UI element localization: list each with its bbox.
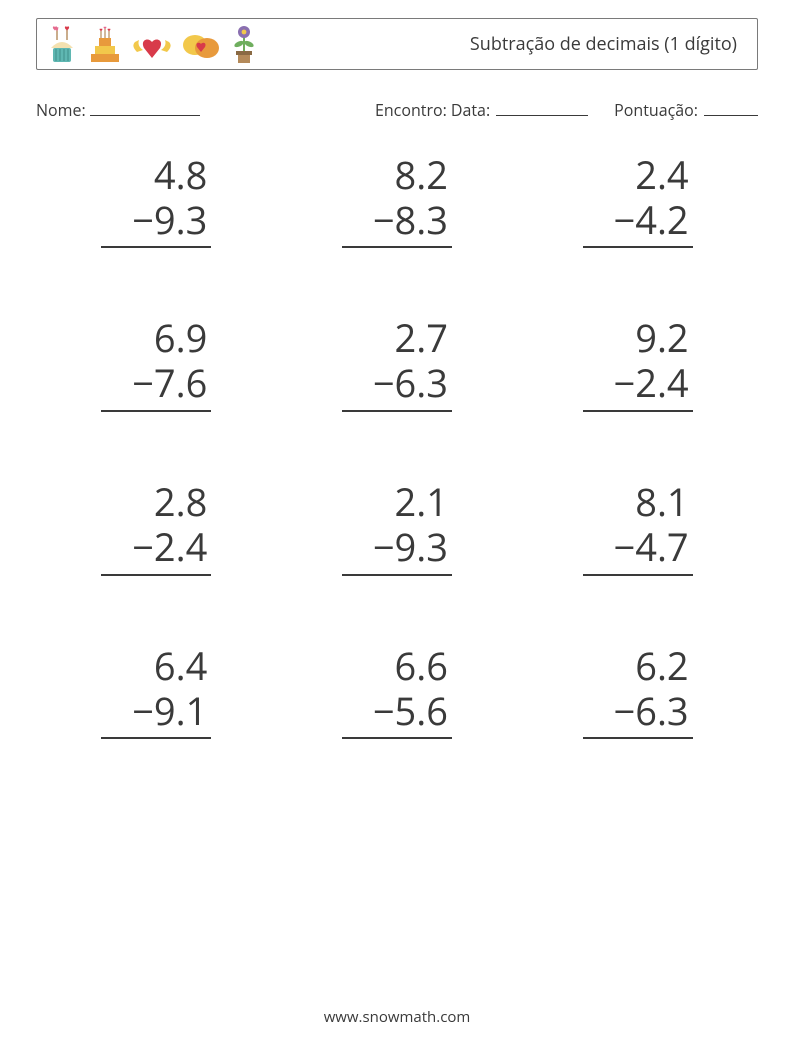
problem: 2.8−2.4	[46, 480, 267, 576]
worksheet-page: Subtração de decimais (1 dígito) Nome: E…	[0, 0, 794, 1053]
minuend: 6.4	[101, 644, 211, 689]
minus-sign: −	[132, 198, 154, 243]
subtrahend: 7.6	[154, 357, 207, 409]
problem: 8.2−8.3	[287, 153, 508, 249]
name-field: Nome:	[36, 98, 200, 121]
minus-sign: −	[373, 198, 395, 243]
minus-sign: −	[613, 361, 635, 406]
problem: 8.1−4.7	[527, 480, 748, 576]
date-blank[interactable]	[496, 98, 588, 116]
subtrahend: 8.3	[395, 194, 448, 246]
problem: 6.2−6.3	[527, 644, 748, 740]
score-label: Pontuação:	[614, 99, 698, 121]
speech-heart-icon	[181, 30, 221, 64]
subtrahend: 5.6	[395, 685, 448, 737]
footer-url: www.snowmath.com	[0, 1007, 794, 1027]
subtrahend: 4.7	[635, 521, 688, 573]
minus-sign: −	[132, 361, 154, 406]
meta-row: Nome: Encontro: Data: Pontuação:	[36, 98, 758, 121]
header-box: Subtração de decimais (1 dígito)	[36, 18, 758, 70]
subtrahend: 2.4	[635, 357, 688, 409]
cake-hearts-icon	[87, 24, 123, 64]
minus-sign: −	[373, 689, 395, 734]
minus-sign: −	[613, 525, 635, 570]
minuend: 2.4	[583, 153, 693, 198]
minuend: 9.2	[583, 316, 693, 361]
minuend: 4.8	[101, 153, 211, 198]
minus-sign: −	[613, 198, 635, 243]
worksheet-title: Subtração de decimais (1 dígito)	[470, 32, 745, 56]
subtrahend: 6.3	[635, 685, 688, 737]
minuend: 8.1	[583, 480, 693, 525]
problem: 2.1−9.3	[287, 480, 508, 576]
minuend: 8.2	[342, 153, 452, 198]
problems-grid: 4.8−9.3 8.2−8.3 2.4−4.2 6.9−7.6 2.7−6.3 …	[36, 153, 758, 740]
minuend: 2.8	[101, 480, 211, 525]
problem: 4.8−9.3	[46, 153, 267, 249]
name-label: Nome:	[36, 99, 86, 121]
minuend: 6.2	[583, 644, 693, 689]
minus-sign: −	[132, 689, 154, 734]
problem: 2.7−6.3	[287, 316, 508, 412]
subtrahend: 2.4	[154, 521, 207, 573]
subtrahend: 9.3	[154, 194, 207, 246]
problem: 2.4−4.2	[527, 153, 748, 249]
subtrahend: 4.2	[635, 194, 688, 246]
date-label: Data:	[451, 99, 490, 121]
problem: 6.9−7.6	[46, 316, 267, 412]
winged-heart-icon	[131, 32, 173, 64]
minuend: 6.6	[342, 644, 452, 689]
encounter-label: Encontro:	[375, 99, 447, 121]
minuend: 2.1	[342, 480, 452, 525]
name-blank[interactable]	[90, 98, 200, 116]
problem: 6.6−5.6	[287, 644, 508, 740]
minus-sign: −	[132, 525, 154, 570]
flower-pot-icon	[229, 24, 259, 64]
minuend: 6.9	[101, 316, 211, 361]
subtrahend: 6.3	[395, 357, 448, 409]
minuend: 2.7	[342, 316, 452, 361]
header-icon-row	[45, 24, 259, 64]
subtrahend: 9.1	[154, 685, 207, 737]
minus-sign: −	[373, 525, 395, 570]
problem: 9.2−2.4	[527, 316, 748, 412]
minus-sign: −	[373, 361, 395, 406]
score-blank[interactable]	[704, 98, 758, 116]
problem: 6.4−9.1	[46, 644, 267, 740]
minus-sign: −	[613, 689, 635, 734]
cupcake-hearts-icon	[45, 24, 79, 64]
subtrahend: 9.3	[395, 521, 448, 573]
